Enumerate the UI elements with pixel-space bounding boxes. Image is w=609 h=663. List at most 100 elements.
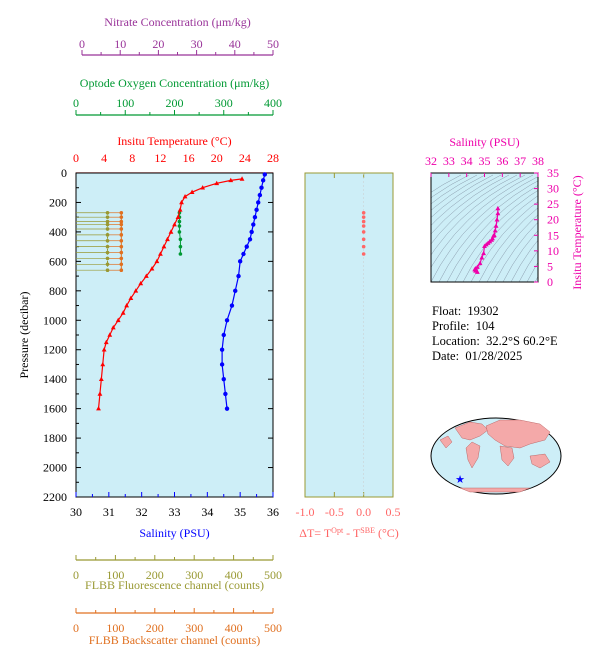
density-contour <box>454 190 538 282</box>
fluorescence-point <box>105 222 110 227</box>
density-contour <box>431 176 538 282</box>
oxygen-point <box>177 224 182 228</box>
salinity-point <box>229 303 235 308</box>
ts-temperature-tick-label: 25 <box>547 197 559 211</box>
pressure-tick-label: 200 <box>49 195 67 209</box>
temperature-point <box>158 251 163 256</box>
density-contour <box>431 174 462 193</box>
salinity-tick-label: 34 <box>201 505 213 519</box>
density-contour <box>431 174 486 211</box>
ts-salinity-tick-label: 37 <box>514 154 526 168</box>
temperature-point <box>107 332 113 337</box>
delta-t-tick-label: -0.5 <box>325 505 344 519</box>
delta-t-point <box>361 215 366 219</box>
float-value: 19302 <box>467 304 499 318</box>
temperature-axis-tick-label: 4 <box>101 151 107 165</box>
delta-t-point <box>361 244 366 249</box>
fluorescence-axis-tick-label: 0 <box>73 568 79 582</box>
salinity-point <box>224 406 230 411</box>
fluorescence-axis-tick-label: 500 <box>264 568 282 582</box>
date-label: Date: <box>432 349 460 363</box>
ts-temperature-tick-label: 10 <box>547 244 559 258</box>
salinity-point <box>221 332 226 338</box>
density-contour <box>502 230 538 282</box>
oxygen-axis-tick-label: 300 <box>215 96 233 110</box>
salinity-tick-label: 32 <box>136 505 148 519</box>
backscatter-point <box>119 227 124 231</box>
profile-label: Profile: <box>432 319 470 333</box>
salinity-point <box>247 237 253 242</box>
oxygen-axis-tick-label: 200 <box>166 96 184 110</box>
density-contour <box>494 221 538 282</box>
temperature-point <box>100 361 106 367</box>
pressure-tick-label: 0 <box>61 166 67 180</box>
pressure-tick-label: 2000 <box>43 461 67 475</box>
delta-t-axis-title: ΔT= TOpt - TSBE (°C) <box>299 526 399 541</box>
backscatter-point <box>119 238 124 243</box>
salinity-tick-label: 31 <box>103 505 115 519</box>
date-row: Date: 01/28/2025 <box>432 349 558 364</box>
delta-t-tick-label: 0.0 <box>356 505 371 519</box>
temperature-point <box>98 376 104 381</box>
ts-point <box>493 223 499 228</box>
pressure-axis-title: Pressure (decibar) <box>17 292 31 379</box>
temperature-point <box>182 193 188 199</box>
delta-t-point <box>361 219 366 224</box>
density-contour <box>431 174 510 235</box>
backscatter-axis-tick-label: 200 <box>146 621 164 635</box>
nitrate-axis: 0 10 20 30 40 50 Nitrate Concentration (μm/kg) <box>79 15 279 56</box>
fluorescence-point <box>105 268 110 273</box>
ts-density-contours <box>431 174 609 282</box>
ts-salinity-tick-label: 32 <box>425 154 437 168</box>
temperature-point <box>133 288 139 293</box>
salinity-point <box>221 376 226 382</box>
oxygen-axis-tick-label: 400 <box>264 96 282 110</box>
salinity-tick-label: 33 <box>169 505 181 519</box>
salinity-point <box>254 207 259 213</box>
ts-salinity-tick-label: 35 <box>479 154 491 168</box>
temperature-point <box>172 221 177 227</box>
backscatter-point <box>119 244 124 249</box>
location-value: 32.2°S 60.2°E <box>486 334 558 348</box>
oxygen-point <box>177 219 182 224</box>
pressure-axis: 0 200 400 600 800 1000 1200 1400 1600 1800 2000 220… <box>17 166 273 504</box>
fluorescence-axis-tick-label: 400 <box>225 568 243 582</box>
backscatter-point <box>119 233 124 237</box>
fluorescence-axis-tick-label: 300 <box>185 568 203 582</box>
salinity-tick-label: 36 <box>267 505 279 519</box>
delta-t-plot-area <box>304 172 394 498</box>
fluorescence-axis-tick-label: 200 <box>146 568 164 582</box>
ts-temperature-tick-label: 35 <box>547 166 559 180</box>
ts-point <box>494 217 500 222</box>
location-row: Location: 32.2°S 60.2°E <box>432 334 558 349</box>
density-contour <box>591 175 609 282</box>
temperature-axis-title: Insitu Temperature (°C) <box>117 134 231 148</box>
density-contour <box>559 175 609 282</box>
temperature-point <box>124 302 130 308</box>
density-contour <box>431 174 526 256</box>
nitrate-axis-tick-label: 50 <box>267 37 279 51</box>
fluorescence-point <box>105 210 110 215</box>
fluorescence-axis-title: FLBB Fluorescence channel (counts) <box>85 578 264 592</box>
pressure-tick-label: 1200 <box>43 343 67 357</box>
temperature-point <box>175 214 181 219</box>
ts-point <box>495 210 501 216</box>
temperature-point <box>177 207 183 212</box>
ts-point <box>495 205 501 211</box>
oxygen-point <box>178 237 183 242</box>
density-contour <box>431 174 518 245</box>
backscatter-axis-tick-label: 100 <box>106 621 124 635</box>
temperature-axis-tick-label: 12 <box>154 151 166 165</box>
ts-salinity-tick-label: 33 <box>443 154 455 168</box>
fluorescence-point <box>105 244 110 249</box>
ts-temperature-tick-label: 5 <box>547 259 553 273</box>
backscatter-point <box>119 215 124 219</box>
pressure-tick-label: 1600 <box>43 402 67 416</box>
density-contour <box>431 174 502 226</box>
star-icon: ★ <box>455 474 465 486</box>
temperature-axis-tick-label: 0 <box>73 151 79 165</box>
density-contour <box>599 175 609 282</box>
